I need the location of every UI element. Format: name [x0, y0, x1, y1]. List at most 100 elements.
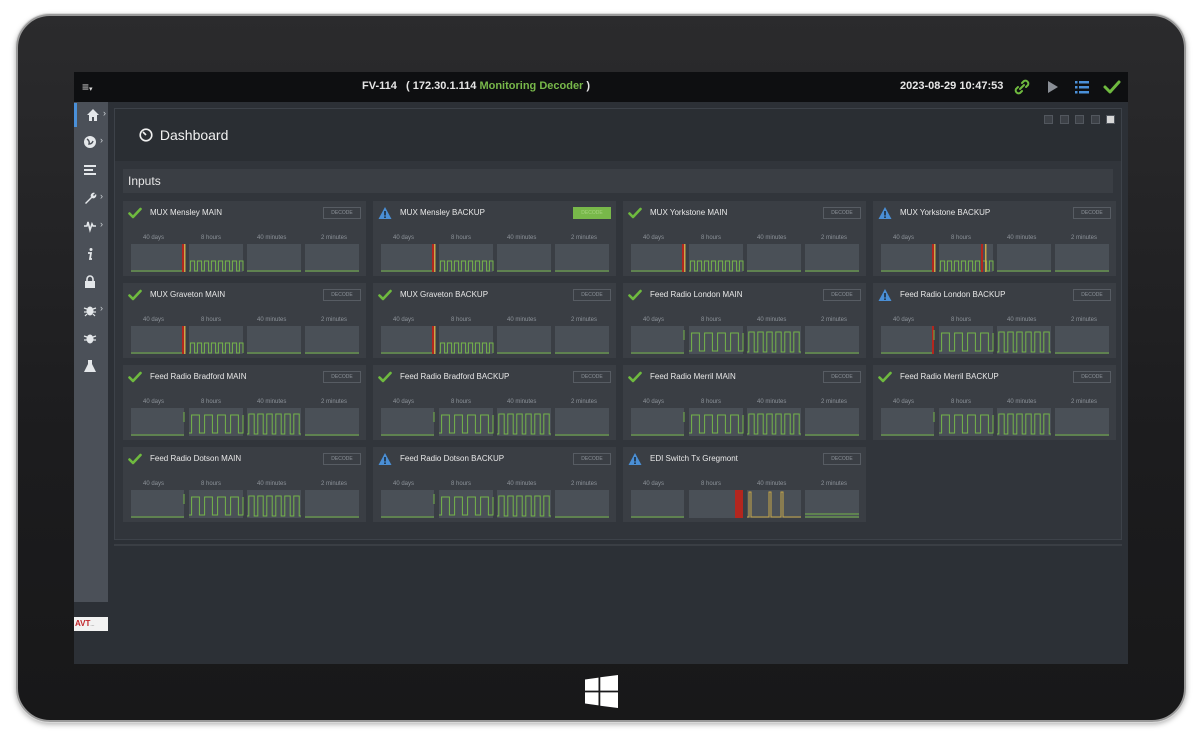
input-graphs [631, 326, 859, 354]
input-name: MUX Yorkstone MAIN [650, 208, 728, 217]
period-label: 40 minutes [507, 481, 537, 487]
view-2-button[interactable] [1059, 115, 1069, 124]
input-card[interactable]: MUX Graveton MAIN DECODE 40 days 8 hours 40 … [123, 283, 366, 358]
graph-line [997, 413, 1051, 435]
input-card[interactable]: Feed Radio London MAIN DECODE 40 days 8 hou… [623, 283, 866, 358]
windows-logo-icon[interactable] [585, 675, 618, 708]
decode-button[interactable]: DECODE [323, 453, 361, 465]
decode-button[interactable]: DECODE [323, 207, 361, 219]
input-name: MUX Graveton MAIN [150, 290, 226, 299]
graph-panel [631, 490, 684, 518]
sidebar-item-debug[interactable]: › [74, 298, 108, 322]
decode-button[interactable]: DECODE [1073, 289, 1111, 301]
decode-button[interactable]: DECODE [1073, 207, 1111, 219]
play-icon[interactable] [1042, 77, 1062, 97]
graph-line [939, 332, 994, 352]
warning-icon [878, 207, 892, 219]
decode-button[interactable]: DECODE [573, 207, 611, 219]
input-name: MUX Graveton BACKUP [400, 290, 489, 299]
sidebar-item-info[interactable] [74, 242, 108, 266]
input-name: Feed Radio Merril BACKUP [900, 372, 999, 381]
period-label: 8 hours [201, 235, 222, 241]
sidebar-item-network[interactable]: › [74, 130, 108, 154]
sidebar-item-security[interactable] [74, 270, 108, 294]
warning-icon [378, 453, 392, 465]
graph-panel [247, 490, 301, 518]
decode-button[interactable]: DECODE [1073, 371, 1111, 383]
check-icon[interactable] [1102, 77, 1122, 97]
period-label: 8 hours [201, 481, 222, 487]
period-label: 8 hours [451, 399, 472, 405]
graph-panel [631, 326, 684, 354]
input-card[interactable]: Feed Radio Dotson BACKUP DECODE 40 days 8 h… [373, 447, 616, 522]
home-icon [87, 109, 99, 121]
graph-panel [805, 326, 859, 354]
input-graphs [881, 408, 1109, 436]
input-card[interactable]: MUX Mensley MAIN DECODE 40 days 8 hours 40 m… [123, 201, 366, 276]
dashboard-header: Dashboard [115, 109, 1121, 161]
graph-line [439, 342, 494, 354]
decode-button[interactable]: DECODE [573, 289, 611, 301]
decode-button[interactable]: DECODE [323, 371, 361, 383]
input-graphs [381, 244, 609, 272]
graph-panel [747, 244, 801, 272]
input-graphs [131, 490, 359, 518]
input-graphs [631, 490, 859, 518]
link-icon[interactable] [1012, 77, 1032, 97]
decode-button[interactable]: DECODE [823, 371, 861, 383]
sidebar-item-lab[interactable] [74, 354, 108, 378]
input-name: MUX Mensley BACKUP [400, 208, 485, 217]
period-label: 40 minutes [1007, 317, 1037, 323]
sidebar-item-diagnostics[interactable] [74, 326, 108, 350]
graph-line [689, 260, 744, 272]
view-1-button[interactable] [1044, 115, 1054, 124]
decode-button[interactable]: DECODE [823, 289, 861, 301]
input-card[interactable]: Feed Radio Merril MAIN DECODE 40 days 8 hou… [623, 365, 866, 440]
graph-line [747, 331, 801, 353]
period-label: 2 minutes [1071, 235, 1098, 241]
graph-line [189, 260, 244, 272]
period-label: 40 days [143, 235, 165, 241]
decode-button[interactable]: DECODE [823, 207, 861, 219]
check-icon [628, 371, 642, 383]
decode-button[interactable]: DECODE [573, 453, 611, 465]
period-label: 40 minutes [507, 235, 537, 241]
decode-button[interactable]: DECODE [323, 289, 361, 301]
decode-button[interactable]: DECODE [823, 453, 861, 465]
input-card[interactable]: Feed Radio Bradford BACKUP DECODE 40 days 8… [373, 365, 616, 440]
chevron-right-icon: › [100, 135, 103, 145]
input-card[interactable]: EDI Switch Tx Gregmont DECODE 40 days 8 hou… [623, 447, 866, 522]
check-icon [628, 289, 642, 301]
input-card[interactable]: MUX Yorkstone MAIN DECODE 40 days 8 hours 40… [623, 201, 866, 276]
hamburger-menu-icon[interactable]: ≡▾ [82, 80, 93, 94]
period-label: 2 minutes [1071, 317, 1098, 323]
input-card[interactable]: Feed Radio Bradford MAIN DECODE 40 days 8 h… [123, 365, 366, 440]
graph-panel [997, 244, 1051, 272]
input-card[interactable]: Feed Radio London BACKUP DECODE 40 days 8 h… [873, 283, 1116, 358]
sidebar-item-settings[interactable]: › [74, 186, 108, 210]
input-card[interactable]: MUX Mensley BACKUP DECODE 40 days 8 hours 40… [373, 201, 616, 276]
input-card[interactable]: MUX Graveton BACKUP DECODE 40 days 8 hours 4… [373, 283, 616, 358]
graph-line [939, 414, 994, 434]
period-label: 8 hours [951, 317, 972, 323]
period-label: 2 minutes [571, 317, 598, 323]
flask-icon [84, 360, 96, 372]
input-card[interactable]: MUX Yorkstone BACKUP DECODE 40 days 8 hours… [873, 201, 1116, 276]
input-name: MUX Mensley MAIN [150, 208, 223, 217]
input-card[interactable]: Feed Radio Dotson MAIN DECODE 40 days 8 hou… [123, 447, 366, 522]
period-label: 8 hours [201, 399, 222, 405]
list-icon[interactable] [1072, 77, 1092, 97]
sidebar-item-logs[interactable] [74, 158, 108, 182]
graph-panel [555, 244, 609, 272]
period-label: 8 hours [701, 235, 722, 241]
view-list-button[interactable] [1106, 115, 1115, 124]
view-4-button[interactable] [1090, 115, 1100, 124]
graph-panel [1055, 244, 1109, 272]
sidebar-item-home[interactable]: › [74, 103, 108, 127]
input-card[interactable]: Feed Radio Merril BACKUP DECODE 40 days 8 h… [873, 365, 1116, 440]
alarm-bar [184, 326, 186, 354]
view-3-button[interactable] [1075, 115, 1085, 124]
inputs-section-header: Inputs [123, 169, 1113, 193]
sidebar-item-monitoring[interactable]: › [74, 214, 108, 238]
decode-button[interactable]: DECODE [573, 371, 611, 383]
